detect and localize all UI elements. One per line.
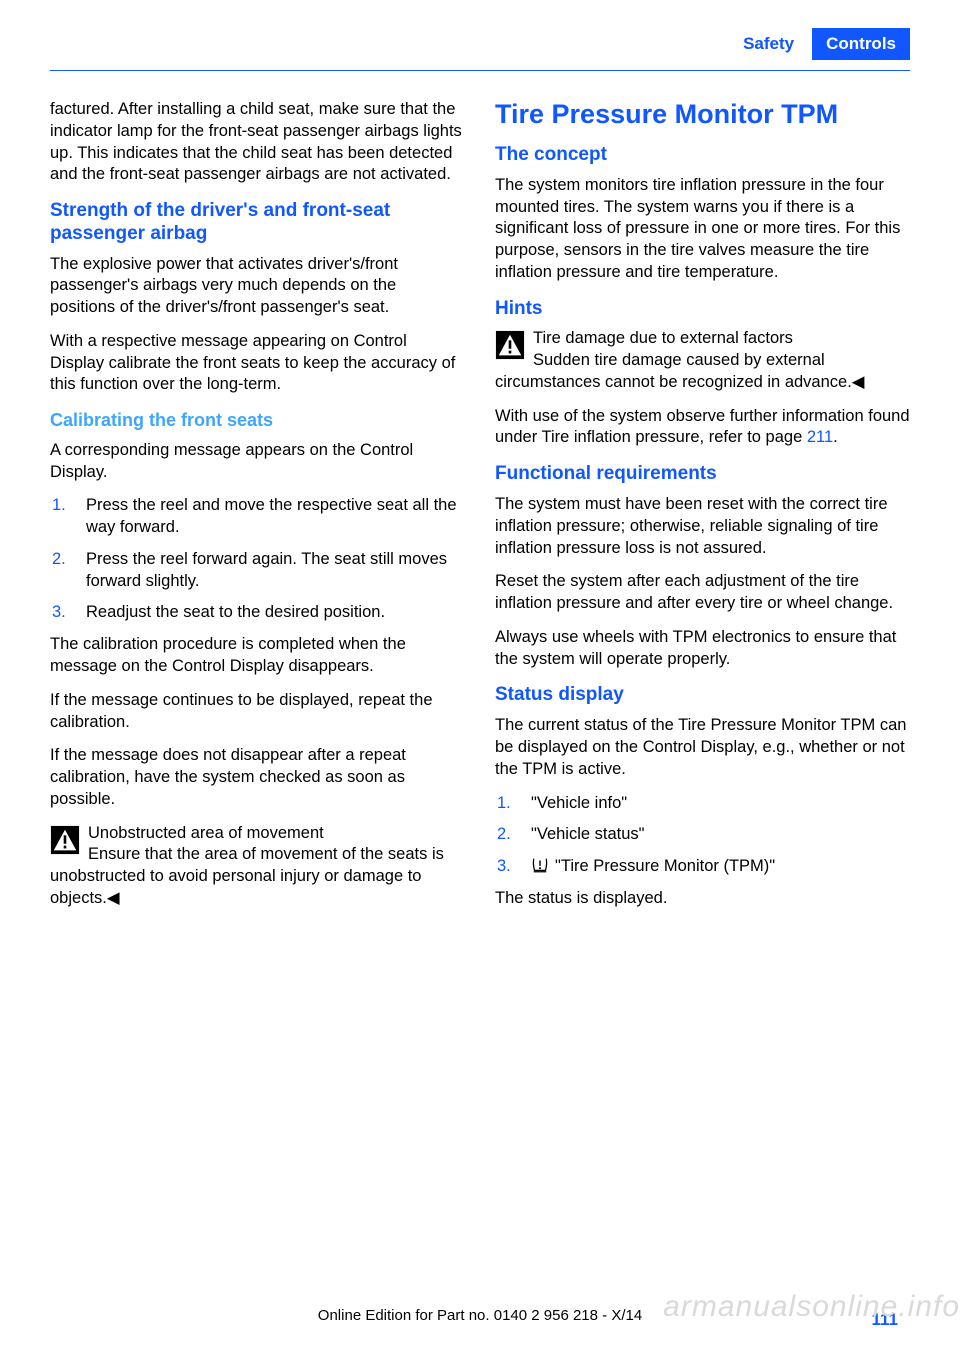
calibrating-heading: Calibrating the front seats	[50, 410, 465, 432]
concept-heading: The concept	[495, 144, 910, 167]
tire-damage-warning: Tire damage due to external factors Sudd…	[495, 328, 910, 393]
status-p2: The status is displayed.	[495, 888, 910, 910]
right-column: Tire Pressure Monitor TPM The concept Th…	[495, 99, 910, 922]
warning-title: Tire damage due to external factors	[533, 329, 793, 347]
tpm-indicator-icon	[531, 856, 549, 874]
concept-p1: The system monitors tire inflation press…	[495, 175, 910, 284]
func-p1: The system must have been reset with the…	[495, 494, 910, 559]
strength-p1: The explosive power that activates drive…	[50, 254, 465, 319]
calibrating-step-3: 3. Readjust the seat to the desired posi…	[50, 602, 465, 624]
list-number: 2.	[497, 824, 517, 846]
func-heading: Functional requirements	[495, 463, 910, 486]
tpm-main-heading: Tire Pressure Monitor TPM	[495, 99, 910, 130]
strength-p2: With a respective message appearing on C…	[50, 331, 465, 396]
page-header: Safety Controls	[0, 0, 960, 60]
status-step-3: 3. "Tire Pressure Monitor (TPM)"	[495, 856, 910, 878]
hints-heading: Hints	[495, 298, 910, 321]
calibrating-step-2: 2. Press the reel forward again. The sea…	[50, 549, 465, 593]
list-text: "Vehicle info"	[531, 793, 627, 815]
warning-icon	[495, 330, 525, 360]
movement-warning: Unobstructed area of movement Ensure tha…	[50, 823, 465, 910]
breadcrumb-controls: Controls	[812, 28, 910, 60]
status-p1: The current status of the Tire Pressure …	[495, 715, 910, 780]
warning-icon	[50, 825, 80, 855]
status-heading: Status display	[495, 684, 910, 707]
breadcrumb-safety: Safety	[743, 34, 794, 54]
calibrating-p3: If the message continues to be displayed…	[50, 690, 465, 734]
intro-paragraph: factured. After installing a child seat,…	[50, 99, 465, 186]
calibrating-p2: The calibration procedure is completed w…	[50, 634, 465, 678]
page-link-211[interactable]: 211	[807, 428, 833, 446]
list-number: 3.	[497, 856, 517, 878]
list-text: Readjust the seat to the desired positio…	[86, 602, 385, 624]
list-number: 1.	[52, 495, 72, 539]
page-content: factured. After installing a child seat,…	[0, 71, 960, 922]
func-p2: Reset the system after each adjustment o…	[495, 571, 910, 615]
list-text: Press the reel and move the respective s…	[86, 495, 465, 539]
list-number: 1.	[497, 793, 517, 815]
calibrating-p1: A corresponding message appears on the C…	[50, 440, 465, 484]
func-p3: Always use wheels with TPM electronics t…	[495, 627, 910, 671]
hints-p1: With use of the system observe further i…	[495, 406, 910, 450]
list-text: "Tire Pressure Monitor (TPM)"	[531, 856, 775, 878]
strength-heading: Strength of the driver's and front-seat …	[50, 200, 465, 246]
calibrating-step-1: 1. Press the reel and move the respectiv…	[50, 495, 465, 539]
list-text: "Vehicle status"	[531, 824, 645, 846]
left-column: factured. After installing a child seat,…	[50, 99, 465, 922]
list-number: 3.	[52, 602, 72, 624]
list-text: Press the reel forward again. The seat s…	[86, 549, 465, 593]
warning-title: Unobstructed area of movement	[88, 824, 324, 842]
calibrating-p4: If the message does not disappear after …	[50, 745, 465, 810]
status-step-1: 1. "Vehicle info"	[495, 793, 910, 815]
edition-text: Online Edition for Part no. 0140 2 956 2…	[0, 1307, 960, 1324]
warning-body: Ensure that the area of movement of the …	[50, 845, 444, 907]
warning-body: Sudden tire damage caused by external ci…	[495, 351, 864, 391]
list-number: 2.	[52, 549, 72, 593]
status-step-2: 2. "Vehicle status"	[495, 824, 910, 846]
